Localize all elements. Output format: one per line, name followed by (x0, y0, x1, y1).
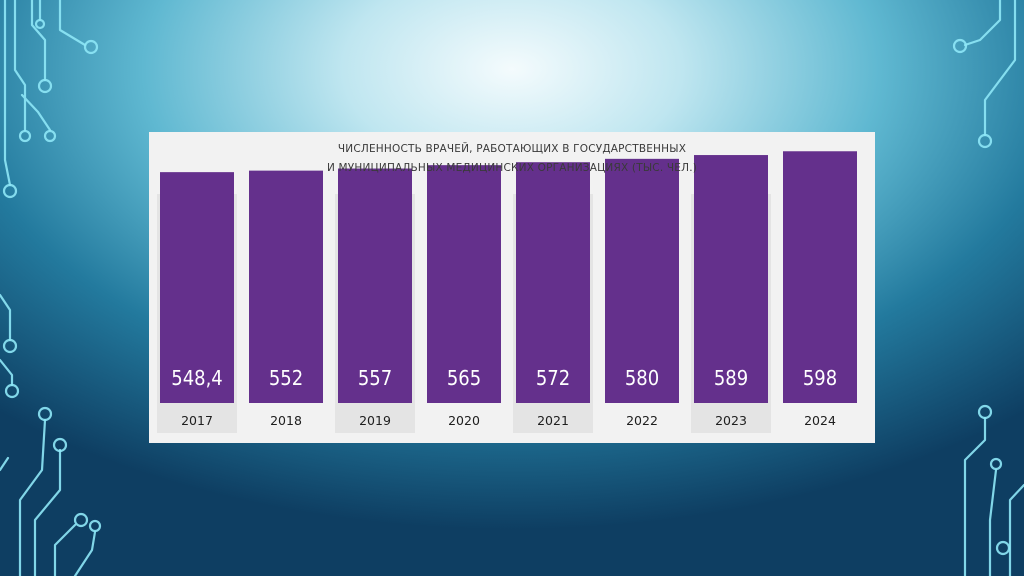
bar-2021 (516, 162, 590, 403)
year-label: 2020 (448, 413, 480, 428)
bar-chart: 548,4 2017 552 2018 557 2019 565 2020 572 2021 580… (157, 151, 857, 433)
bar-2023 (694, 155, 768, 403)
bar-value-label: 598 (803, 366, 837, 390)
year-label: 2023 (715, 413, 747, 428)
year-label: 2024 (804, 413, 836, 428)
bar-value-label: 565 (447, 366, 481, 390)
year-label: 2018 (270, 413, 302, 428)
chart-title-line-2: И МУНИЦИПАЛЬНЫХ МЕДИЦИНСКИХ ОРГАНИЗАЦИЯХ… (326, 162, 698, 174)
year-label: 2022 (626, 413, 658, 428)
year-label: 2021 (537, 413, 569, 428)
bar-2020 (427, 165, 501, 403)
bar-2017 (160, 172, 234, 403)
bar-value-label: 572 (536, 366, 570, 390)
bar-value-label: 557 (358, 366, 392, 390)
bar-value-label: 589 (714, 366, 748, 390)
bar-2019 (338, 168, 412, 403)
chart-card: 548,4 2017 552 2018 557 2019 565 2020 572 2021 580… (149, 132, 875, 443)
chart-title: ЧИСЛЕННОСТЬ ВРАЧЕЙ, РАБОТАЮЩИХ В ГОСУДАР… (149, 140, 875, 178)
bar-2018 (249, 170, 323, 403)
bar-value-label: 580 (625, 366, 659, 390)
bar-value-label: 552 (269, 366, 303, 390)
bar-value-label: 548,4 (171, 366, 223, 390)
bar-2022 (605, 158, 679, 403)
bar-2024 (783, 151, 857, 403)
year-label: 2017 (181, 413, 213, 428)
chart-title-line-1: ЧИСЛЕННОСТЬ ВРАЧЕЙ, РАБОТАЮЩИХ В ГОСУДАР… (337, 143, 687, 155)
year-label: 2019 (359, 413, 391, 428)
